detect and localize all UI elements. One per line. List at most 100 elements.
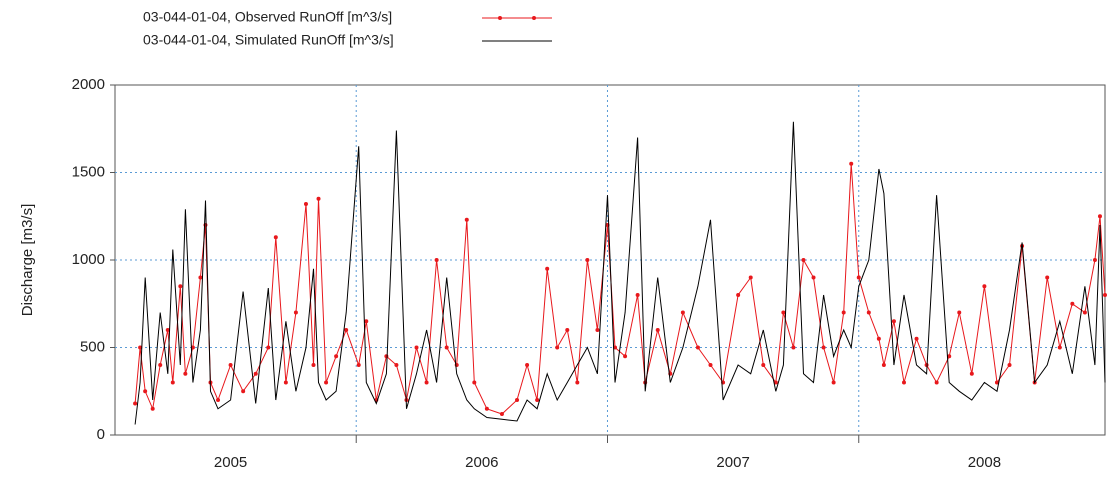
- data-point: [324, 380, 329, 385]
- data-point: [138, 345, 143, 350]
- data-point: [982, 284, 987, 289]
- data-point: [515, 398, 520, 402]
- data-point: [1007, 363, 1012, 367]
- data-point: [216, 398, 221, 402]
- data-point: [484, 406, 489, 411]
- data-point: [334, 354, 339, 359]
- data-point: [680, 310, 685, 315]
- data-point: [695, 345, 700, 350]
- data-point: [1057, 345, 1062, 350]
- data-point: [1070, 301, 1075, 306]
- data-point: [934, 380, 939, 385]
- x-tick-label: 2008: [968, 454, 1001, 471]
- data-point: [891, 319, 896, 324]
- data-point: [748, 275, 753, 280]
- data-point: [394, 363, 399, 367]
- data-point: [178, 284, 183, 289]
- data-point: [841, 310, 846, 315]
- data-point: [856, 275, 861, 280]
- series-line: [134, 163, 1106, 415]
- data-point: [708, 363, 713, 367]
- y-tick-label: 2000: [72, 76, 105, 93]
- data-point: [585, 258, 590, 262]
- data-point: [811, 275, 816, 280]
- data-point: [273, 235, 278, 240]
- data-point: [957, 310, 962, 315]
- data-point: [165, 328, 170, 332]
- data-point: [831, 380, 836, 385]
- x-tick-label: 2007: [716, 454, 749, 471]
- data-point: [1097, 214, 1102, 219]
- y-tick-label: 0: [97, 426, 105, 443]
- data-point: [876, 336, 881, 341]
- data-point: [635, 293, 640, 297]
- data-point: [241, 389, 246, 394]
- y-tick-label: 1500: [72, 163, 105, 180]
- legend-label: 03-044-01-04, Simulated RunOff [m^3/s]: [143, 32, 394, 48]
- data-point: [623, 354, 628, 359]
- data-point: [266, 345, 271, 350]
- y-axis-label: Discharge [m3/s]: [19, 204, 36, 317]
- x-tick-label: 2005: [214, 454, 247, 471]
- data-point: [761, 363, 766, 367]
- data-point: [444, 345, 449, 350]
- data-point: [158, 363, 163, 367]
- data-point: [1082, 310, 1087, 315]
- data-point: [736, 293, 741, 297]
- data-point: [821, 345, 826, 350]
- data-point: [464, 217, 469, 222]
- data-point: [384, 354, 389, 359]
- data-point: [293, 310, 298, 315]
- data-point: [253, 371, 258, 376]
- data-point: [781, 310, 786, 315]
- data-point: [228, 363, 233, 367]
- data-point: [866, 310, 871, 315]
- data-point: [1092, 258, 1097, 262]
- x-tick-label: 2006: [465, 454, 498, 471]
- legend-marker: [498, 16, 502, 20]
- data-point: [655, 328, 660, 332]
- data-point: [947, 354, 952, 359]
- data-point: [575, 380, 580, 385]
- data-point: [565, 328, 570, 332]
- data-point: [424, 380, 429, 385]
- y-tick-label: 1000: [72, 251, 105, 268]
- data-point: [316, 196, 321, 201]
- data-point: [183, 371, 188, 376]
- data-point: [595, 328, 600, 332]
- data-point: [555, 345, 560, 350]
- data-point: [143, 389, 148, 394]
- data-point: [344, 328, 349, 332]
- legend-marker: [532, 16, 536, 20]
- data-point: [1045, 275, 1050, 280]
- data-point: [901, 380, 906, 385]
- data-point: [914, 336, 919, 341]
- data-point: [773, 380, 778, 385]
- data-point: [801, 258, 806, 262]
- data-point: [364, 319, 369, 324]
- data-point: [535, 398, 540, 402]
- data-point: [150, 406, 155, 411]
- data-point: [791, 345, 796, 350]
- data-point: [499, 412, 504, 416]
- data-point: [133, 401, 138, 406]
- data-point: [849, 161, 854, 166]
- data-point: [356, 363, 361, 367]
- data-point: [283, 380, 288, 385]
- series-line: [134, 121, 1106, 425]
- data-point: [525, 363, 530, 367]
- data-point: [170, 380, 175, 385]
- data-point: [303, 202, 308, 206]
- data-point: [1103, 293, 1107, 297]
- data-point: [545, 266, 550, 271]
- data-point: [414, 345, 419, 350]
- data-point: [994, 380, 999, 385]
- y-tick-label: 500: [80, 338, 105, 355]
- data-point: [311, 363, 316, 367]
- data-point: [472, 380, 477, 385]
- data-point: [434, 258, 439, 262]
- data-point: [198, 275, 203, 280]
- data-point: [969, 371, 974, 376]
- legend-label: 03-044-01-04, Observed RunOff [m^3/s]: [143, 9, 392, 25]
